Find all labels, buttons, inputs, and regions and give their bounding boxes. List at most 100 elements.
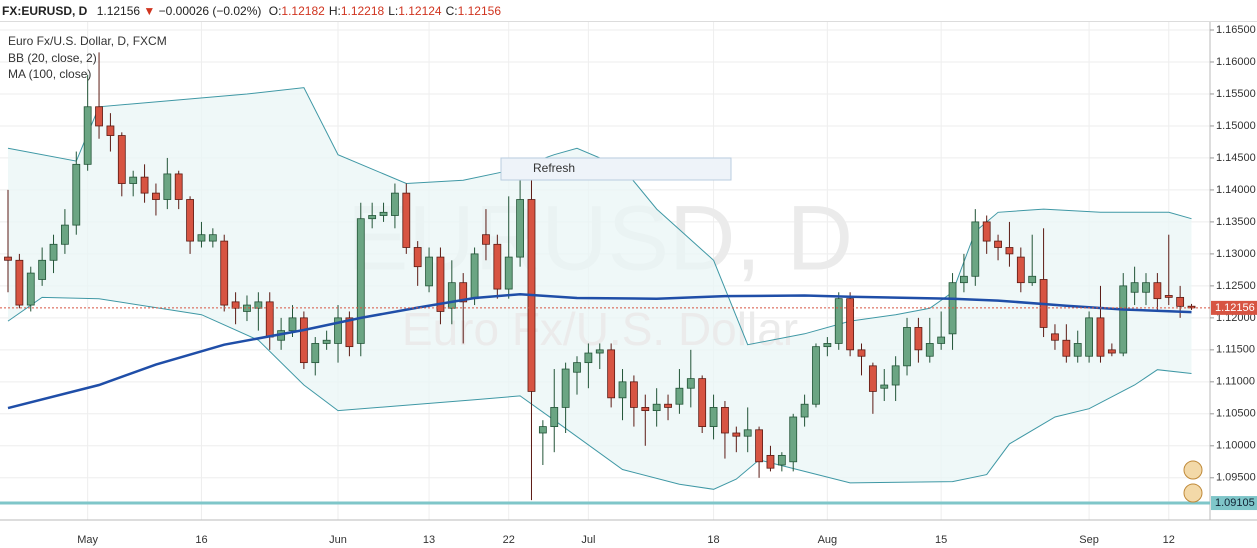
x-tick-label: May — [77, 534, 98, 546]
candle-body — [550, 407, 559, 428]
refresh-button[interactable]: Refresh — [500, 157, 732, 181]
candle-body — [413, 247, 422, 268]
candle-body — [903, 327, 911, 367]
ohlc: O:1.12182 H:1.12218 L:1.12124 C:1.12156 — [265, 4, 501, 18]
candle-body — [493, 243, 502, 290]
candle-body — [243, 304, 251, 312]
candle-body — [106, 125, 115, 136]
candle-body — [140, 176, 149, 194]
candle-body — [675, 387, 684, 405]
candle-body — [743, 429, 752, 437]
candle-body — [265, 301, 274, 338]
button-box — [500, 157, 732, 181]
candle-body — [49, 243, 58, 261]
indicator-label: BB (20, close, 2) — [8, 51, 97, 65]
ohlc-value: 1.12156 — [457, 4, 501, 18]
x-tick-label: 18 — [707, 534, 719, 546]
y-tick-label: 1.14000 — [1216, 184, 1256, 196]
candle-body — [789, 416, 798, 463]
candle-body — [402, 192, 411, 248]
candle-body — [38, 259, 47, 280]
bollinger-upper — [7, 87, 1192, 346]
candle-body — [95, 106, 103, 127]
candle-body — [1005, 247, 1014, 255]
candle-body — [846, 298, 855, 351]
candle-body — [186, 199, 194, 242]
candle-body — [1130, 282, 1139, 293]
candle-body — [1016, 256, 1025, 284]
candle-body — [1176, 296, 1185, 307]
header: FX:EURUSD, D 1.12156 ▼ −0.00026 (−0.02%)… — [0, 0, 1257, 22]
candle-body — [1153, 282, 1162, 300]
x-tick-label: 13 — [423, 534, 435, 546]
candle-body — [61, 224, 69, 245]
x-tick-label: Jul — [581, 534, 595, 546]
ohlc-label: L: — [388, 4, 399, 18]
x-tick-label: 15 — [935, 534, 947, 546]
candle-body — [925, 343, 934, 357]
candle-body — [834, 298, 843, 344]
candle-body — [800, 403, 809, 418]
y-tick-label: 1.13000 — [1216, 248, 1256, 260]
candle-body — [994, 240, 1002, 248]
candle-body — [197, 234, 206, 242]
candle-body — [516, 199, 524, 258]
y-tick-label: 1.15000 — [1216, 120, 1256, 132]
candle-body — [618, 381, 627, 399]
indicator-label: MA (100, close) — [8, 67, 91, 81]
ohlc-value: 1.12218 — [340, 4, 385, 18]
candle-body — [345, 317, 354, 348]
candle-body — [891, 365, 900, 386]
candle-body — [1107, 349, 1116, 354]
candle-body — [1096, 317, 1105, 357]
candle-body — [652, 403, 661, 412]
candle-body — [1051, 333, 1059, 341]
candle-body — [1062, 339, 1071, 357]
candle-body — [971, 221, 980, 277]
x-tick-label: Sep — [1079, 534, 1099, 546]
candle-body — [755, 429, 763, 463]
candle-body — [83, 106, 92, 165]
candle-body — [595, 349, 604, 354]
candle-body — [1085, 317, 1093, 357]
y-tick-label: 1.15500 — [1216, 88, 1256, 100]
candle-body — [368, 215, 377, 220]
candle-body — [1187, 305, 1196, 309]
candle-body — [766, 454, 775, 469]
candle-body — [868, 365, 877, 392]
y-tick-label: 1.12500 — [1216, 280, 1256, 292]
candle-body — [982, 221, 991, 242]
candle-body — [117, 135, 126, 184]
candle-body — [732, 432, 741, 437]
arrow: ▼ — [143, 4, 156, 18]
candle-body — [1142, 282, 1150, 293]
ohlc-value: 1.12182 — [281, 4, 325, 18]
candle-body — [174, 173, 183, 200]
y-tick-label: 1.11500 — [1216, 344, 1255, 356]
candle-body — [482, 234, 490, 245]
candle-body — [391, 192, 399, 216]
candle-body — [288, 317, 297, 332]
candle-body — [459, 282, 468, 303]
candle-body — [1164, 295, 1173, 298]
band-fill — [8, 87, 1192, 490]
candle-body — [573, 362, 581, 373]
x-tick-label: 12 — [1163, 534, 1175, 546]
candle-body — [231, 301, 240, 309]
candle-body — [470, 253, 479, 300]
candle-body — [584, 352, 593, 364]
y-tick-label: 1.14500 — [1216, 152, 1256, 164]
candle-body — [823, 343, 832, 348]
x-tick-label: 16 — [195, 534, 207, 546]
candle-body — [880, 384, 889, 389]
candle-body — [311, 343, 320, 364]
hline-tag — [1211, 496, 1257, 511]
candle-body — [334, 317, 342, 344]
candle-body — [299, 317, 308, 364]
ohlc-label: H: — [328, 4, 341, 18]
candle-body — [1028, 275, 1037, 284]
candle-body — [641, 407, 650, 412]
icon — [1183, 483, 1203, 503]
